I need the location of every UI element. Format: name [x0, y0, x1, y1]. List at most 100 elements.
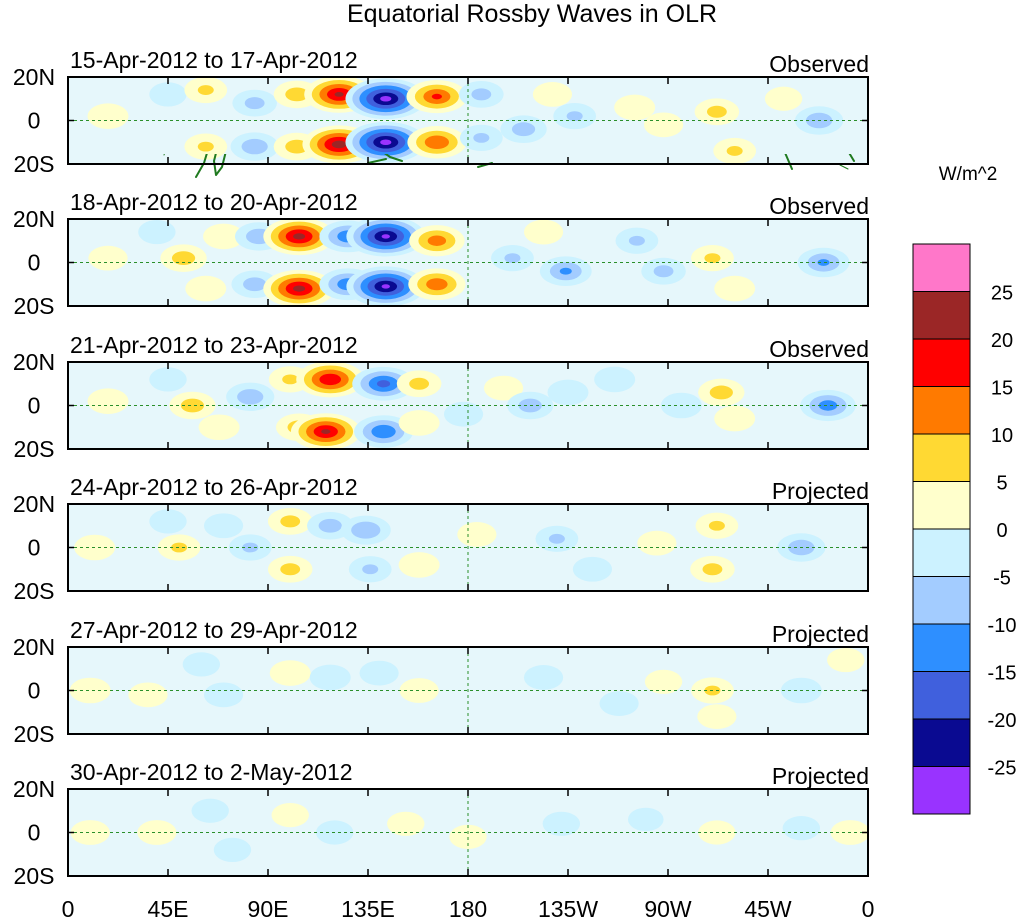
anomaly-cell — [641, 257, 686, 285]
anomaly-contour — [271, 803, 309, 828]
anomaly-contour — [644, 669, 683, 694]
anomaly-cell — [690, 555, 735, 583]
colorbar-swatch — [912, 623, 971, 672]
anomaly-contour — [708, 520, 725, 531]
y-tick-label: 0 — [28, 108, 41, 134]
anomaly-contour — [443, 401, 484, 427]
anomaly-contour — [376, 380, 391, 388]
anomaly-cell — [553, 103, 597, 130]
anomaly-contour — [87, 103, 129, 129]
anomaly-contour — [149, 509, 187, 534]
anomaly-cell — [232, 89, 277, 117]
x-tick-label: 45W — [744, 896, 792, 922]
anomaly-contour — [171, 542, 188, 553]
anomaly-contour — [331, 140, 347, 149]
anomaly-cell — [359, 660, 399, 686]
anomaly-contour — [599, 691, 639, 716]
anomaly-contour — [714, 405, 756, 432]
anomaly-contour — [197, 141, 214, 152]
y-tick-label: 20N — [13, 491, 55, 517]
colorbar-label: 15 — [991, 378, 1013, 400]
y-tick-label: 0 — [28, 250, 41, 276]
anomaly-cell — [449, 824, 487, 849]
panel-status: Observed — [769, 51, 869, 77]
anomaly-field — [74, 508, 826, 583]
colorbar-swatch — [912, 766, 971, 815]
anomaly-contour — [293, 285, 306, 292]
y-tick-label: 20S — [14, 293, 55, 319]
anomaly-contour — [643, 112, 684, 138]
anomaly-cell — [169, 391, 216, 420]
anomaly-cell — [713, 137, 757, 164]
colorbar-swatch — [912, 718, 971, 767]
anomaly-contour — [426, 278, 448, 291]
anomaly-contour — [149, 82, 187, 107]
anomaly-cell — [191, 798, 229, 823]
y-tick-label: 0 — [28, 820, 41, 846]
colorbar-label: 20 — [991, 330, 1013, 352]
anomaly-cell — [698, 378, 745, 407]
anomaly-contour — [827, 647, 865, 673]
colorbar-label: 25 — [991, 283, 1013, 305]
anomaly-contour — [185, 275, 227, 302]
x-tick-label: 45E — [148, 896, 189, 922]
anomaly-cell — [695, 512, 739, 539]
anomaly-cell — [500, 115, 547, 143]
anomaly-cell — [157, 534, 201, 561]
anomaly-contour — [293, 233, 306, 240]
anomaly-contour — [523, 665, 564, 690]
panels-group: 20N 0 20S 15-Apr-2012 to 17-Apr-2012 Observe… — [13, 47, 869, 889]
anomaly-contour — [128, 682, 168, 708]
anomaly-contour — [637, 530, 677, 556]
figure-title: Equatorial Rossby Waves in OLR — [347, 0, 717, 28]
panel-3: 20N 0 20S 21-Apr-2012 to 23-Apr-2012 Observe… — [13, 332, 869, 462]
anomaly-contour — [244, 97, 265, 110]
anomaly-cell — [714, 405, 756, 432]
anomaly-contour — [269, 660, 311, 686]
anomaly-contour — [782, 816, 821, 841]
anomaly-cell — [70, 820, 110, 845]
anomaly-cell — [594, 366, 636, 393]
anomaly-contour — [473, 133, 490, 143]
y-tick-label: 20N — [13, 64, 55, 90]
anomaly-cell — [764, 86, 803, 111]
panel-2: 20N 0 20S 18-Apr-2012 to 20-Apr-2012 Observe… — [13, 189, 869, 319]
panel-1: 20N 0 20S 15-Apr-2012 to 17-Apr-2012 Observe… — [13, 47, 869, 177]
anomaly-cell — [714, 275, 756, 302]
anomaly-cell — [88, 245, 128, 271]
anomaly-contour — [817, 259, 830, 266]
x-tick-label: 0 — [62, 896, 75, 922]
anomaly-cell — [387, 811, 425, 836]
anomaly-contour — [191, 798, 229, 823]
anomaly-cell — [230, 132, 279, 161]
anomaly-contour — [764, 86, 803, 111]
anomaly-cell — [572, 556, 613, 582]
x-tick-label: 180 — [449, 896, 487, 922]
panel-date-range: 24-Apr-2012 to 26-Apr-2012 — [70, 474, 358, 500]
anomaly-cell — [213, 837, 252, 863]
anomaly-contour — [138, 219, 176, 245]
panel-5: 20N 0 20S 27-Apr-2012 to 29-Apr-2012 Project… — [13, 617, 869, 747]
anomaly-cell — [69, 677, 111, 704]
panel-status: Projected — [772, 621, 869, 647]
colorbar-units-label: W/m^2 — [939, 164, 998, 185]
anomaly-cell — [396, 370, 442, 398]
anomaly-cell — [263, 219, 335, 256]
panel-status: Projected — [772, 478, 869, 504]
panel-date-range: 15-Apr-2012 to 17-Apr-2012 — [70, 47, 358, 73]
anomaly-contour — [449, 824, 487, 849]
colorbar-swatch — [912, 481, 971, 530]
anomaly-contour — [203, 513, 244, 539]
anomaly-contour — [566, 111, 583, 122]
anomaly-contour — [243, 277, 267, 292]
anomaly-cell — [459, 81, 504, 108]
anomaly-cell — [523, 219, 564, 245]
y-tick-label: 20N — [13, 349, 55, 375]
anomaly-contour — [702, 563, 723, 576]
anomaly-cell — [203, 223, 245, 250]
panel-status: Observed — [769, 193, 869, 219]
anomaly-cell — [345, 121, 427, 163]
anomaly-field — [70, 798, 868, 863]
colorbar-label: -25 — [988, 758, 1017, 780]
anomaly-contour — [409, 377, 430, 390]
